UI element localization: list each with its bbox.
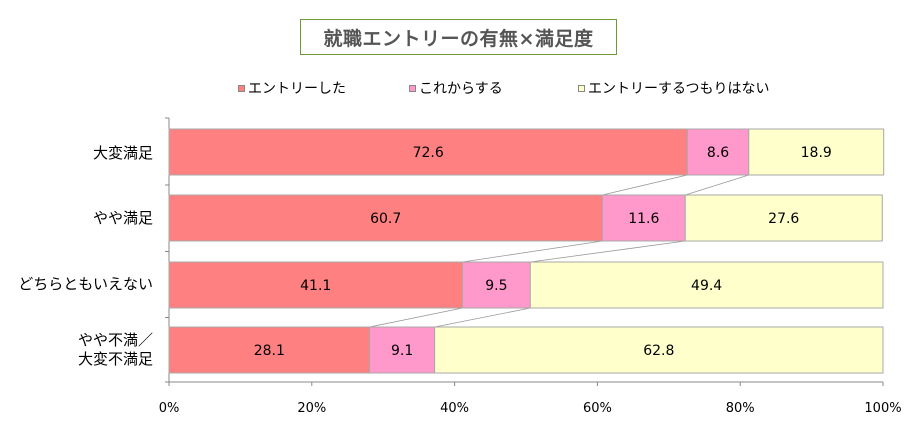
- legend-item-entered: エントリーした: [238, 78, 346, 98]
- chart-title: 就職エントリーの有無×満足度: [300, 19, 617, 55]
- legend-swatch-will-enter: [409, 84, 416, 92]
- x-tick-label: 20%: [297, 401, 326, 416]
- bar-value-label: 41.1: [300, 278, 331, 294]
- legend-label-entered: エントリーした: [248, 81, 346, 97]
- bar-value-label: 49.4: [691, 278, 722, 294]
- legend-swatch-entered: [238, 84, 245, 92]
- bar-value-label: 9.5: [485, 278, 507, 294]
- bar-segment: [529, 261, 884, 309]
- legend-label-no-entry: エントリーするつもりはない: [588, 81, 770, 97]
- legend-swatch-no-entry: [578, 84, 585, 92]
- bar-segment: [168, 261, 463, 309]
- bar-segment: [168, 326, 371, 374]
- x-tick-label: 100%: [864, 401, 901, 416]
- series-line: [602, 174, 688, 196]
- bar-segment: [686, 128, 750, 176]
- category-label-somewhat-satisfied: やや満足: [92, 209, 153, 227]
- x-tick-label: 80%: [726, 401, 755, 416]
- bar-segment: [748, 128, 885, 176]
- bar-segment: [461, 261, 531, 309]
- x-tick-label: 40%: [440, 401, 469, 416]
- legend-item-no-entry: エントリーするつもりはない: [578, 78, 769, 98]
- bar-segment: [369, 326, 436, 374]
- bar-value-label: 18.9: [801, 145, 832, 161]
- bar-value-label: 8.6: [707, 145, 729, 161]
- category-label-neutral: どちらともいえない: [18, 275, 153, 293]
- bar-value-label: 11.6: [628, 211, 659, 227]
- bar-segment: [684, 194, 883, 242]
- series-line: [462, 240, 603, 263]
- chart-legend: エントリーした これからする エントリーするつもりはない: [0, 78, 915, 98]
- legend-label-will-enter: これからする: [419, 81, 503, 97]
- category-label-very-satisfied: 大変満足: [92, 144, 153, 162]
- series-line: [369, 307, 463, 328]
- legend-item-will-enter: これからする: [409, 78, 503, 98]
- bar-segment: [168, 128, 688, 176]
- bar-value-label: 60.7: [370, 211, 401, 227]
- x-tick-label: 60%: [583, 401, 612, 416]
- series-line: [685, 174, 749, 196]
- bar-value-label: 72.6: [413, 145, 444, 161]
- bar-value-label: 27.6: [768, 211, 799, 227]
- bar-value-label: 62.8: [643, 343, 674, 359]
- x-tick-label: 0%: [159, 401, 180, 416]
- series-line: [434, 307, 531, 328]
- bar-value-label: 9.1: [391, 343, 413, 359]
- bar-value-label: 28.1: [254, 343, 285, 359]
- bar-segment: [434, 326, 884, 374]
- series-line: [530, 240, 686, 263]
- bar-segment: [168, 194, 603, 242]
- category-label-dissatisfied: やや不満／ 大変不満足: [77, 331, 153, 368]
